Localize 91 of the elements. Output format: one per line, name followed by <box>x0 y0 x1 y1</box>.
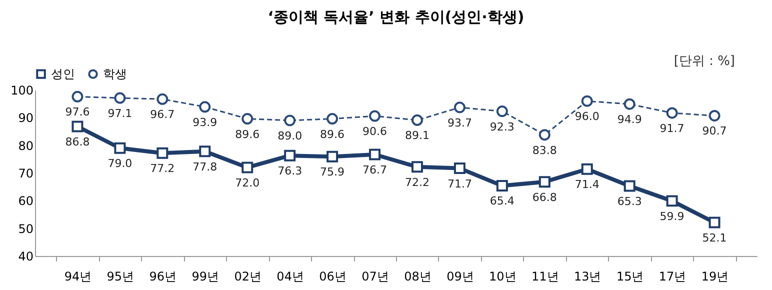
data-label: 89.0 <box>278 129 302 142</box>
x-tick-label: 08년 <box>404 270 432 284</box>
point <box>411 161 423 173</box>
x-tick-label: 11년 <box>532 270 559 284</box>
x-tick-label: 09년 <box>446 270 474 284</box>
y-tick-label: 90 <box>18 111 34 126</box>
point <box>242 162 254 174</box>
data-label: 96.0 <box>574 110 600 124</box>
point <box>114 92 126 104</box>
data-label: 77.2 <box>150 162 175 176</box>
x-tick-label: 94년 <box>64 270 92 284</box>
point <box>454 162 466 174</box>
point <box>284 114 296 126</box>
point <box>72 90 84 102</box>
data-label: 75.9 <box>320 166 345 179</box>
data-label: 97.6 <box>65 106 90 119</box>
point <box>666 195 678 207</box>
point <box>369 110 381 122</box>
data-label: 94.9 <box>617 113 642 126</box>
data-label: 93.7 <box>447 116 472 130</box>
data-label: 90.6 <box>362 125 388 138</box>
x-tick-label: 17년 <box>658 270 686 284</box>
point <box>666 107 678 119</box>
data-label: 72.2 <box>404 176 430 189</box>
point <box>242 113 254 125</box>
data-label: 71.7 <box>447 177 472 190</box>
point <box>326 113 338 125</box>
x-tick-label: 06년 <box>319 270 346 284</box>
y-tick-label: 60 <box>18 194 34 208</box>
point <box>624 180 636 192</box>
point <box>199 146 211 158</box>
point <box>326 150 338 162</box>
data-label: 89.1 <box>404 129 430 142</box>
legend-label: 학생 <box>103 67 127 82</box>
x-tick-label: 15년 <box>616 270 644 284</box>
point <box>708 110 720 122</box>
point <box>496 106 508 118</box>
point <box>114 142 126 154</box>
y-tick-label: 100 <box>10 84 34 98</box>
x-tick-label: 10년 <box>489 270 516 284</box>
point <box>156 147 168 159</box>
data-label: 76.3 <box>278 164 302 178</box>
data-label: 76.7 <box>362 163 388 176</box>
point <box>72 120 84 132</box>
x-tick-label: 02년 <box>234 270 262 284</box>
data-label: 97.1 <box>108 107 132 120</box>
data-label: 65.4 <box>490 194 514 208</box>
x-tick-label: 19년 <box>701 270 729 284</box>
data-label: 52.1 <box>702 232 727 245</box>
data-label: 96.7 <box>150 108 175 122</box>
data-label: 65.3 <box>617 195 642 208</box>
data-label: 71.4 <box>574 178 600 192</box>
legend-label: 성인 <box>51 67 75 82</box>
data-label: 66.8 <box>532 190 557 204</box>
point <box>369 148 381 160</box>
x-tick-label: 99년 <box>192 270 220 284</box>
point <box>538 129 550 141</box>
data-label: 89.6 <box>320 128 345 141</box>
text: [단위 : %] <box>674 54 735 69</box>
point <box>581 95 593 107</box>
y-tick-label: 40 <box>18 250 34 264</box>
chart-title: ‘종이책 독서율’ 변화 추이(성인·학생) <box>268 8 524 26</box>
point <box>454 102 466 114</box>
x-tick-label: 96년 <box>149 270 177 284</box>
point <box>411 114 423 126</box>
data-label: 72.0 <box>235 176 260 190</box>
point <box>624 98 636 110</box>
data-label: 86.8 <box>65 136 90 149</box>
y-tick-label: 50 <box>18 222 34 236</box>
data-label: 59.9 <box>660 210 684 223</box>
data-label: 91.7 <box>660 122 684 135</box>
point <box>496 180 508 192</box>
data-label: 77.8 <box>192 160 218 174</box>
point <box>284 150 296 162</box>
x-tick-label: 95년 <box>106 270 134 284</box>
data-label: 93.9 <box>192 116 218 129</box>
data-label: 90.7 <box>702 124 727 138</box>
point <box>156 93 168 105</box>
data-label: 83.8 <box>532 144 557 157</box>
y-tick-label: 70 <box>18 166 34 180</box>
point <box>538 176 550 188</box>
y-tick-label: 80 <box>18 138 34 153</box>
point <box>708 216 720 228</box>
data-label: 79.0 <box>108 157 132 170</box>
point <box>199 101 211 113</box>
point <box>581 163 593 175</box>
x-tick-label: 13년 <box>574 270 602 284</box>
data-label: 92.3 <box>490 120 514 134</box>
x-tick-label: 04년 <box>276 270 304 284</box>
x-tick-label: 07년 <box>362 270 389 284</box>
data-label: 89.6 <box>235 128 260 141</box>
